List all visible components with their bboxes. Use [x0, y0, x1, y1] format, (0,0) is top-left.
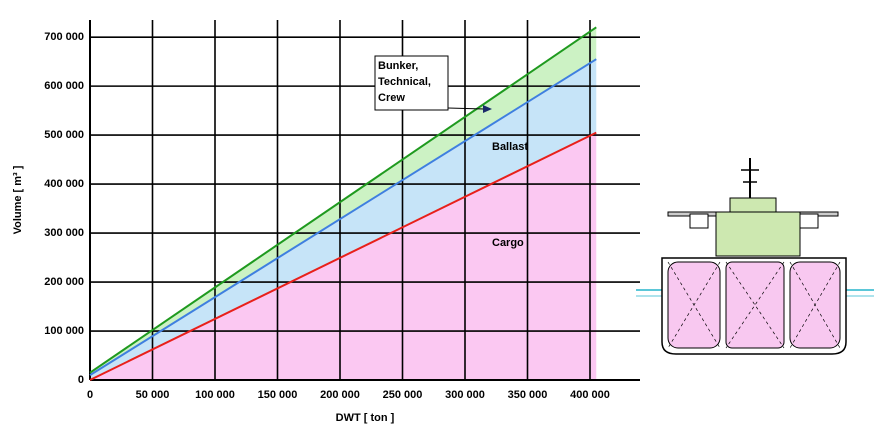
y-tick-label: 500 000 [44, 129, 84, 141]
x-tick-label: 200 000 [320, 389, 360, 401]
annotation-box [374, 55, 449, 111]
y-tick-label: 0 [78, 374, 84, 386]
ship-diagram [636, 158, 874, 355]
y-axis-title: Volume [ m³ ] [12, 165, 24, 234]
area [90, 59, 597, 380]
x-tick-label: 300 000 [445, 389, 485, 401]
y-tick-label: 400 000 [44, 178, 84, 190]
line [89, 131, 597, 381]
area-label: Cargo [492, 237, 524, 249]
x-tick-label: 250 000 [383, 389, 423, 401]
x-tick-label: 350 000 [508, 389, 548, 401]
plot: 0 50 000 100 000 150 000 200 000 250 000 300 0… [44, 20, 640, 401]
y-tick-label: 300 000 [44, 227, 84, 239]
annotation: Bunker, Technical, Crew [378, 60, 431, 104]
line [89, 26, 597, 374]
y-tick-label: 200 000 [44, 276, 84, 288]
y-tick-label: 700 000 [44, 31, 84, 43]
area-label: Ballast [492, 141, 528, 153]
x-tick-label: 400 000 [570, 389, 610, 401]
x-tick-label: 0 [87, 389, 93, 401]
x-axis-title: DWT [ ton ] [336, 412, 395, 424]
arrow [447, 107, 485, 110]
x-tick-label: 150 000 [258, 389, 298, 401]
y-tick-label: 100 000 [44, 325, 84, 337]
y-tick-label: 600 000 [44, 80, 84, 92]
x-tick-label: 100 000 [195, 389, 235, 401]
x-tick-label: 50 000 [136, 389, 170, 401]
line [89, 58, 597, 376]
arrow-head [483, 105, 492, 113]
